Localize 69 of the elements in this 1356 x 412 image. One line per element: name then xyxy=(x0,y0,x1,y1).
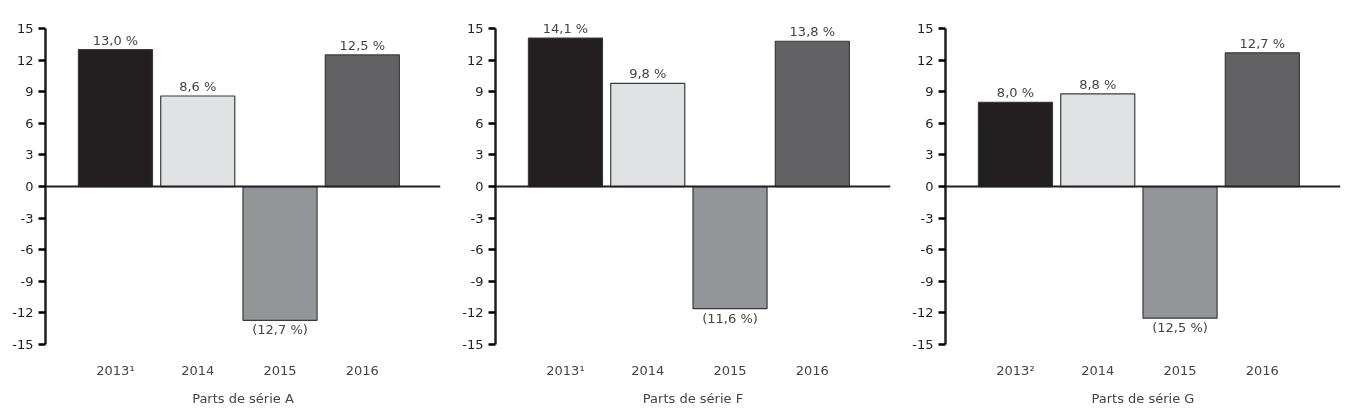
y-tick-label: -12 xyxy=(462,305,484,321)
y-tick-label: 15 xyxy=(916,21,934,37)
y-tick-label: 9 xyxy=(475,84,484,100)
data-label: 13,0 % xyxy=(92,32,139,48)
y-tick-label: 0 xyxy=(925,179,934,195)
x-tick-label: 2014 xyxy=(181,362,215,378)
x-tick-label: 2013² xyxy=(996,362,1035,378)
y-tick-label: -9 xyxy=(470,273,484,289)
y-tick-label: 6 xyxy=(925,115,934,131)
x-tick-label: 2015 xyxy=(713,362,747,378)
x-axis-title: Parts de série F xyxy=(642,390,744,406)
bar xyxy=(1224,52,1300,188)
data-label: 12,7 % xyxy=(1239,35,1286,51)
y-tick-label: -3 xyxy=(470,210,484,226)
y-tick-label: -12 xyxy=(912,305,934,321)
y-tick-label: 12 xyxy=(916,52,934,68)
x-tick-label: 2013¹ xyxy=(96,362,135,378)
x-tick-label: 2016 xyxy=(795,362,829,378)
y-tick-label: -6 xyxy=(470,242,484,258)
y-tick-label: 0 xyxy=(475,179,484,195)
data-label: 14,1 % xyxy=(542,21,589,37)
y-tick-label: 15 xyxy=(16,21,34,37)
x-tick-label: 2016 xyxy=(345,362,379,378)
x-axis-title: Parts de série A xyxy=(192,390,294,406)
x-tick-label: 2014 xyxy=(1081,362,1115,378)
data-label: 9,8 % xyxy=(629,66,667,82)
y-tick-label: 0 xyxy=(25,179,34,195)
data-label: 13,8 % xyxy=(789,24,836,40)
y-tick-label: -6 xyxy=(20,242,34,258)
x-tick-label: 2015 xyxy=(263,362,297,378)
y-tick-label: 9 xyxy=(925,84,934,100)
bar xyxy=(774,40,850,188)
data-label: 8,8 % xyxy=(1079,76,1117,92)
y-tick-label: -15 xyxy=(462,337,484,352)
y-tick-label: -6 xyxy=(920,242,934,258)
data-label: (12,7 %) xyxy=(252,322,308,338)
data-label: 12,5 % xyxy=(339,37,386,53)
x-tick-label: 2015 xyxy=(1163,362,1197,378)
y-tick-label: 3 xyxy=(475,147,484,163)
bar xyxy=(324,54,400,188)
y-tick-label: 3 xyxy=(25,147,34,163)
y-tick-label: -9 xyxy=(20,273,34,289)
y-tick-label: -15 xyxy=(912,337,934,352)
y-tick-label: 15 xyxy=(466,21,484,37)
x-tick-label: 2016 xyxy=(1245,362,1279,378)
y-tick-label: -15 xyxy=(12,337,34,352)
y-tick-label: 3 xyxy=(925,147,934,163)
bar xyxy=(1142,185,1218,319)
bar xyxy=(1060,93,1136,188)
y-tick-label: 12 xyxy=(16,52,34,68)
bar xyxy=(160,95,236,188)
bar xyxy=(692,185,768,310)
y-tick-label: -3 xyxy=(20,210,34,226)
bar xyxy=(610,82,686,188)
data-label: (12,5 %) xyxy=(1152,320,1208,336)
x-tick-label: 2013¹ xyxy=(546,362,585,378)
x-axis-title: Parts de série G xyxy=(1091,390,1195,406)
y-tick-label: -9 xyxy=(920,273,934,289)
y-tick-label: -12 xyxy=(12,305,34,321)
y-tick-label: 6 xyxy=(25,115,34,131)
x-tick-label: 2014 xyxy=(631,362,665,378)
y-tick-label: 9 xyxy=(25,84,34,100)
y-tick-label: 12 xyxy=(466,52,484,68)
data-label: (11,6 %) xyxy=(702,310,758,326)
data-label: 8,6 % xyxy=(179,79,217,94)
y-tick-label: 6 xyxy=(475,115,484,131)
bar xyxy=(242,185,318,321)
y-tick-label: -3 xyxy=(920,210,934,226)
data-label: 8,0 % xyxy=(996,85,1035,101)
